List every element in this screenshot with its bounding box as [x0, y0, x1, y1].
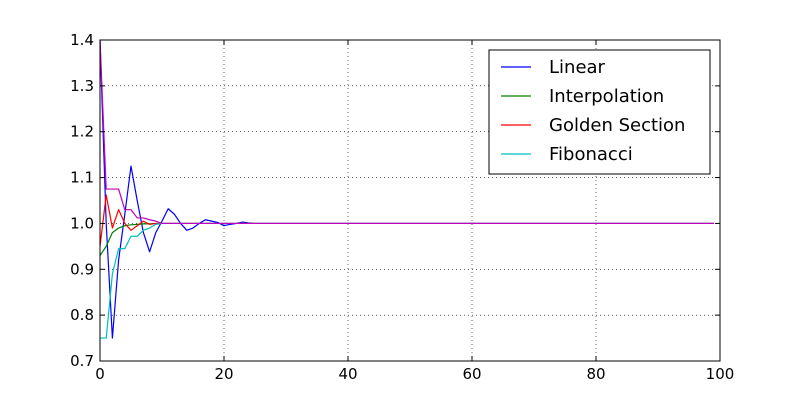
- x-tick-label: 100: [706, 365, 735, 383]
- legend-label: Golden Section: [549, 115, 685, 136]
- legend-frame: [488, 49, 711, 175]
- x-tick-label: 20: [214, 365, 233, 383]
- y-tick-label: 1.3: [70, 77, 94, 95]
- x-tick-label: 60: [462, 365, 481, 383]
- y-tick-label: 1.4: [70, 31, 94, 49]
- legend-label: Fibonacci: [549, 144, 633, 165]
- y-tick-label: 0.9: [70, 260, 94, 278]
- x-tick-label: 0: [95, 365, 105, 383]
- x-tick-label: 40: [338, 365, 357, 383]
- y-tick-label: 1.0: [70, 214, 94, 232]
- x-tick-label: 80: [586, 365, 605, 383]
- y-tick-label: 1.1: [70, 169, 94, 187]
- y-tick-label: 0.7: [70, 352, 94, 370]
- series-lines: [100, 40, 714, 339]
- axis-ticks: 0 20 40 60 80 100 0.7 0.8 0.9 1.0 1.1 1.2 1.3 1.4: [70, 31, 734, 383]
- series-line-unnamed-4: [100, 40, 714, 225]
- y-tick-label: 1.2: [70, 123, 94, 141]
- legend: Linear Interpolation Golden Section Fibonac…: [488, 49, 711, 175]
- y-tick-label: 0.8: [70, 306, 94, 324]
- plot-frame: [99, 39, 721, 362]
- legend-label: Linear: [549, 57, 606, 78]
- legend-label: Interpolation: [549, 86, 664, 107]
